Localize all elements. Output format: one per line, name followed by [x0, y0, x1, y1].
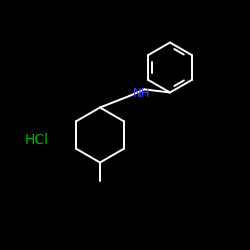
Text: NH: NH: [132, 87, 150, 100]
Text: HCl: HCl: [25, 133, 49, 147]
